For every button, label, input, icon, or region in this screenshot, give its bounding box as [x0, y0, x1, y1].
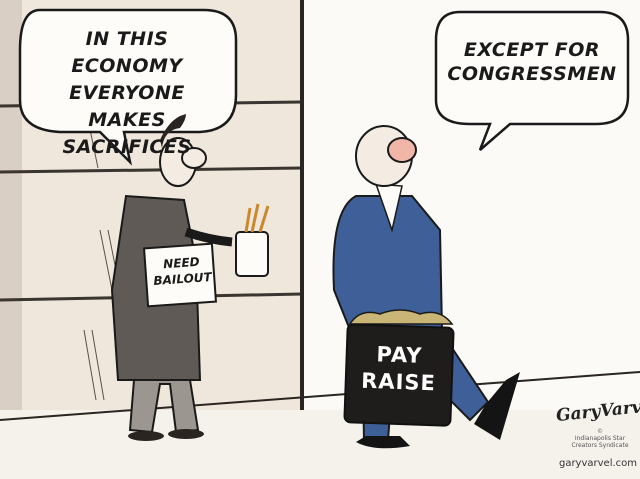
copyright-notice: © Indianapolis Star Creators Syndicate [562, 428, 638, 449]
briefcase-label: PAY RAISE [351, 340, 447, 397]
left-bubble-line-2: EVERYONE MAKES [69, 82, 185, 131]
copyright-line-2: Indianapolis Star [574, 435, 626, 442]
poor-man-figure [110, 114, 270, 441]
briefcase-line-1: PAY [376, 342, 423, 368]
left-bubble-line-1: IN THIS ECONOMY [71, 28, 183, 77]
left-bubble-text: IN THIS ECONOMY EVERYONE MAKES SACRIFICE… [34, 26, 220, 161]
copyright-line-1: © [597, 428, 603, 435]
congressman-figure [332, 125, 520, 449]
right-speech-bubble [434, 10, 630, 151]
copyright-line-3: Creators Syndicate [571, 442, 629, 449]
bailout-sign-text: NEED BAILOUT [150, 253, 214, 289]
right-bubble-line-1: EXCEPT FOR [463, 39, 601, 61]
briefcase-line-2: RAISE [360, 368, 437, 396]
right-bubble-text: EXCEPT FOR CONGRESSMEN [446, 38, 618, 86]
right-bubble-line-2: CONGRESSMEN [447, 63, 617, 85]
left-bubble-line-3: SACRIFICES [62, 136, 192, 158]
artist-website: garyvarvel.com [558, 458, 638, 469]
